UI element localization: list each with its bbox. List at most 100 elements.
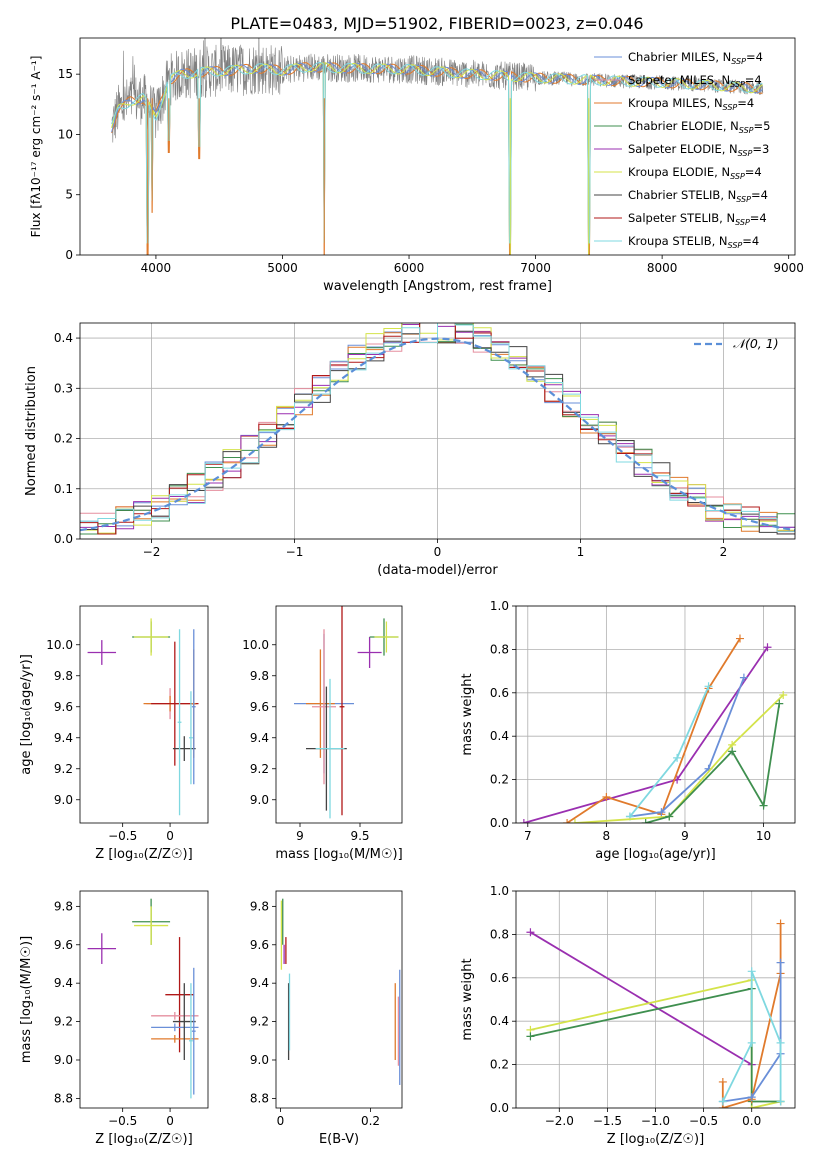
panel-mass_weight_vs_Z: −2.0 −1.5 −1.0 −0.5 0.0 0.0 0.2 0.4 0.6 0.8 1.0 Z [… [460, 884, 796, 1147]
y-tick-label: 9.0 [54, 793, 73, 807]
x-tick-label: 5000 [267, 261, 298, 275]
x-axis-label: mass [log₁₀(M/M☉)] [275, 847, 402, 862]
panel-mass_weight_vs_age: 7 8 9 10 0.0 0.2 0.4 0.6 0.8 1.0 age [log₁₀(age/yr… [460, 599, 796, 862]
weight-marker [735, 634, 744, 643]
x-tick-label: 9000 [773, 261, 804, 275]
y-tick-label: 9.4 [54, 976, 73, 990]
weight-marker [519, 819, 528, 823]
panel-mass_vs_Z: −0.5 0 8.8 9.0 9.2 9.4 9.6 9.8 Z [log₁₀(Z/Z☉)] ma… [19, 890, 209, 1147]
panel-residuals: −2 −1 0 1 2 0.0 0.1 0.2 0.3 0.4 (data-model)/error… [24, 322, 796, 578]
plot-area [111, 38, 764, 255]
weight-marker [641, 819, 650, 823]
y-tick-label: 9.8 [250, 899, 269, 913]
weight-marker [776, 958, 785, 967]
plot-area [526, 919, 785, 1108]
x-tick-label: 4000 [141, 261, 172, 275]
axes-frame [275, 605, 403, 824]
y-tick-label: 9.8 [54, 669, 73, 683]
x-tick-label: −0.5 [108, 829, 137, 843]
weight-marker [728, 747, 737, 756]
model-spectrum [111, 62, 763, 244]
y-tick-label: 0.2 [54, 432, 73, 446]
x-tick-label: 9 [681, 829, 689, 843]
y-tick-label: 9.4 [54, 731, 73, 745]
model-spectrum [111, 61, 763, 244]
weight-marker [563, 819, 572, 823]
y-tick-label: 9.4 [250, 731, 269, 745]
weight-line [574, 694, 784, 823]
weight-marker [718, 1097, 727, 1106]
x-tick-label: 0 [434, 545, 442, 559]
normal-curve [80, 337, 795, 532]
x-tick-label: 2 [720, 545, 728, 559]
weight-marker [775, 699, 784, 708]
model-spectrum [111, 62, 763, 255]
y-tick-label: 8.8 [54, 1091, 73, 1105]
y-tick-label: 5 [65, 188, 73, 202]
x-axis-label: Z [log₁₀(Z/Z☉)] [95, 1132, 192, 1147]
y-tick-label: 10.0 [46, 638, 73, 652]
y-axis-label: Flux [fλ10⁻¹⁷ erg cm⁻² s⁻¹ A⁻¹] [29, 56, 43, 238]
x-axis-label: age [log₁₀(age/yr)] [595, 847, 716, 862]
legend-label: Kroupa STELIB, NSSP=4 [628, 234, 759, 250]
y-tick-label: 9.2 [250, 1015, 269, 1029]
axes-frame [79, 890, 209, 1109]
weight-marker [776, 919, 785, 928]
panel-age_vs_mass: 9 9.5 9.0 9.2 9.4 9.6 9.8 10.0 mass [log₁₀(M/M☉)… [242, 605, 403, 862]
x-tick-label: −0.5 [108, 1114, 137, 1128]
y-tick-label: 0.8 [490, 642, 509, 656]
histogram [80, 323, 795, 533]
legend-label: 𝒩(0, 1) [733, 336, 779, 351]
x-tick-label: −0.5 [689, 1114, 718, 1128]
x-tick-label: 0 [166, 1114, 174, 1128]
y-tick-label: 9.0 [54, 1053, 73, 1067]
plot-area [519, 634, 788, 823]
y-tick-label: 0.3 [54, 381, 73, 395]
y-tick-label: 9.2 [250, 762, 269, 776]
x-axis-label: wavelength [Angstrom, rest frame] [323, 279, 552, 294]
weight-marker [718, 1077, 727, 1086]
axes-frame [79, 37, 796, 256]
y-tick-label: 0.0 [490, 816, 509, 830]
legend-label: Salpeter MILES, NSSP=4 [628, 73, 762, 89]
y-axis-label: Normed distribution [24, 366, 39, 496]
y-tick-label: 1.0 [490, 884, 509, 898]
y-tick-label: 9.0 [250, 793, 269, 807]
x-axis-label: E(B-V) [319, 1132, 359, 1147]
panel-age_vs_Z: −0.5 0 9.0 9.2 9.4 9.6 9.8 10.0 Z [log₁₀(Z/Z☉)] a… [19, 605, 209, 862]
y-tick-label: 9.6 [250, 700, 269, 714]
x-axis-label: Z [log₁₀(Z/Z☉)] [607, 1132, 704, 1147]
y-tick-label: 9.6 [250, 938, 269, 952]
x-tick-label: 8000 [647, 261, 678, 275]
x-tick-label: 7 [524, 829, 532, 843]
y-tick-label: 8.8 [250, 1091, 269, 1105]
x-tick-label: −1.5 [593, 1114, 622, 1128]
y-axis-label: mass [log₁₀(M/M☉)] [19, 936, 34, 1063]
y-tick-label: 0.2 [490, 773, 509, 787]
model-spectrum [111, 62, 763, 244]
x-tick-label: 10 [756, 829, 771, 843]
weight-marker [602, 792, 611, 801]
plot-area [87, 898, 199, 1099]
y-tick-label: 0 [65, 248, 73, 262]
plot-area [294, 606, 399, 819]
y-tick-label: 0.6 [490, 971, 509, 985]
weight-marker [570, 819, 579, 823]
axes-frame [515, 605, 796, 824]
x-tick-label: −2 [143, 545, 161, 559]
plot-area [280, 898, 401, 1085]
weight-marker [747, 1038, 756, 1047]
y-tick-label: 9.2 [54, 762, 73, 776]
legend-label: Kroupa MILES, NSSP=4 [628, 96, 754, 112]
y-tick-label: 9.0 [250, 1053, 269, 1067]
legend: Chabrier MILES, NSSP=4 Salpeter MILES, NS… [594, 50, 770, 250]
y-tick-label: 0.8 [490, 927, 509, 941]
panel-mass_vs_ebv: 0 0.2 8.8 9.0 9.2 9.4 9.6 9.8 E(B-V) [250, 890, 403, 1147]
y-tick-label: 0.4 [490, 1014, 509, 1028]
weight-marker [739, 673, 748, 682]
y-tick-label: 0.4 [54, 331, 73, 345]
axes-frame [275, 890, 403, 1109]
x-tick-label: 0 [277, 1114, 285, 1128]
y-tick-label: 10 [58, 127, 73, 141]
weight-line [529, 931, 753, 1066]
